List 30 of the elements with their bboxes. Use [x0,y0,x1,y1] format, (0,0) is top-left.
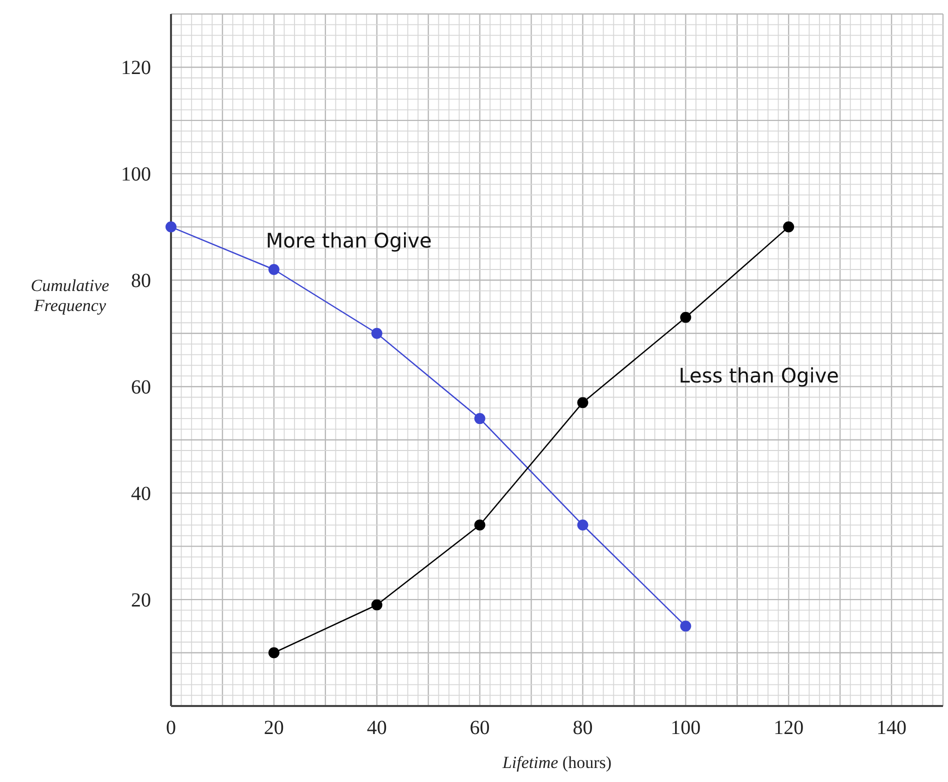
point [577,397,588,408]
y-tick-label: 60 [131,376,151,399]
x-tick-label: 60 [470,717,490,739]
x-axis-title: Lifetime (hours) [501,753,612,772]
y-tick-label: 40 [131,483,151,506]
point [577,520,588,531]
point [268,264,280,276]
series-label: Less than Ogive [678,364,839,388]
point [680,620,692,632]
point [680,312,692,323]
point [474,520,486,531]
y-tick-label: 80 [131,270,151,292]
x-tick-label: 100 [670,717,701,739]
point [783,221,794,232]
point [166,221,176,232]
y-tick-label: 120 [121,57,151,80]
y-tick-label: 100 [121,164,151,186]
point [371,328,382,339]
point [371,599,382,610]
x-tick-label: 0 [166,717,176,739]
x-tick-label: 80 [572,717,593,739]
x-tick-label: 20 [264,717,284,739]
series-label: More than Ogive [266,228,432,253]
x-tick-label: 120 [774,717,804,739]
x-tick-label: 140 [876,717,907,739]
point [474,413,486,424]
y-axis-title: Cumulative Frequency [30,276,110,315]
y-tick-label: 20 [131,590,151,612]
x-tick-label: 40 [366,717,387,739]
point [268,647,280,658]
